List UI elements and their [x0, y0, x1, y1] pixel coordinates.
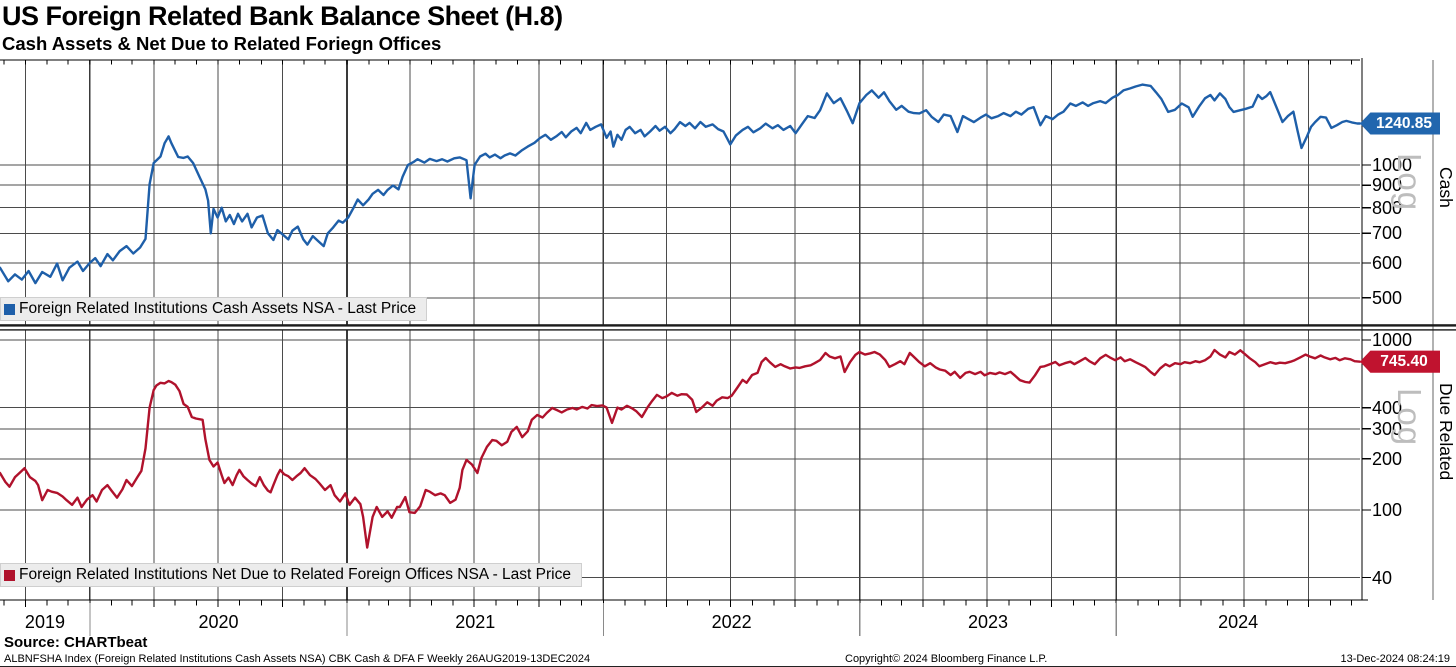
y-tick-label: 900 [1372, 175, 1403, 196]
y-tick-label: 40 [1372, 567, 1393, 588]
y-tick-label: 100 [1372, 499, 1403, 520]
y-tick-label: 700 [1372, 223, 1403, 244]
x-year-label: 2019 [24, 612, 65, 632]
footer-timestamp: 13-Dec-2024 08:24:19 [1340, 653, 1450, 665]
due-series-swatch-icon [4, 569, 15, 581]
y-tick-label: 300 [1372, 418, 1403, 439]
page-subtitle: Cash Assets & Net Due to Related Foriegn… [2, 33, 442, 54]
due-line-series [0, 348, 1362, 549]
legend-due-label: Foreign Related Institutions Net Due to … [19, 566, 571, 583]
x-year-label: 2024 [1218, 612, 1259, 632]
panel-label-cash: Cash [1436, 167, 1456, 208]
y-tick-label: 800 [1372, 197, 1403, 218]
due-last-price-badge: 745.40 [1360, 350, 1440, 373]
y-tick-label: 500 [1372, 287, 1403, 308]
y-tick-label: 400 [1372, 397, 1403, 418]
y-tick-label: 1000 [1372, 154, 1413, 175]
y-tick-label: 1000 [1372, 329, 1413, 350]
cash-last-price-badge: 1240.85 [1360, 112, 1440, 135]
log-scale-label-due: Log [1391, 388, 1428, 447]
x-year-label: 2022 [711, 612, 752, 632]
panel-label-due: Due Related [1436, 383, 1456, 481]
legend-due: Foreign Related Institutions Net Due to … [0, 563, 582, 587]
y-tick-label: 200 [1372, 448, 1403, 469]
x-year-label: 2023 [968, 612, 1009, 632]
legend-cash: Foreign Related Institutions Cash Assets… [0, 297, 428, 321]
y-tick-label: 600 [1372, 252, 1403, 273]
cash-series-swatch-icon [4, 303, 15, 315]
legend-cash-label: Foreign Related Institutions Cash Assets… [19, 300, 417, 317]
source-label: Source: CHARTbeat [4, 634, 148, 651]
footer-description: ALBNFSHA Index (Foreign Related Institut… [4, 653, 591, 665]
log-scale-label-cash: Log [1391, 153, 1428, 212]
x-year-label: 2021 [455, 612, 496, 632]
page-title: US Foreign Related Bank Balance Sheet (H… [2, 1, 563, 31]
footer-copyright: Copyright© 2024 Bloomberg Finance L.P. [845, 653, 1048, 665]
cash-line-series [0, 83, 1362, 285]
x-year-label: 2020 [198, 612, 239, 632]
